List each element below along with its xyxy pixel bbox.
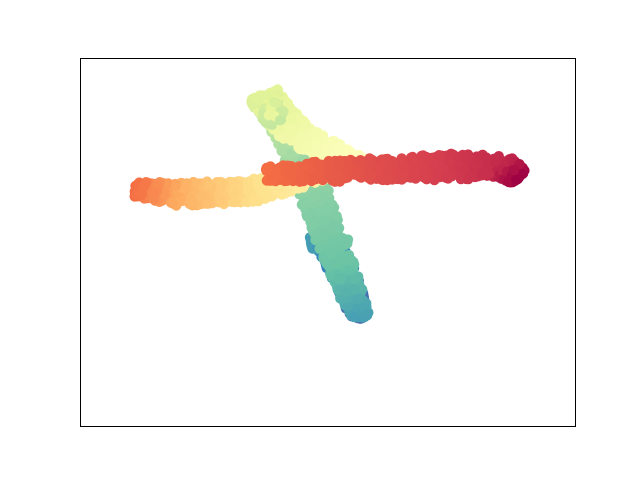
scatter-point <box>312 169 323 180</box>
scatter-point <box>259 187 270 199</box>
scatter-point <box>354 156 365 168</box>
scatter-point <box>310 127 322 138</box>
scatter-point <box>263 110 275 121</box>
scatter-point <box>365 169 377 181</box>
scatter-point <box>443 156 455 167</box>
scatter-point <box>330 258 341 269</box>
scatter-point <box>333 156 344 168</box>
scatter-point <box>243 179 254 191</box>
scatter-point <box>276 145 287 157</box>
scatter-point <box>262 90 274 101</box>
scatter-point <box>333 142 344 153</box>
scatter-point <box>278 106 289 117</box>
scatter-point <box>249 195 260 206</box>
scatter-point <box>360 309 372 320</box>
scatter-point <box>376 154 387 165</box>
scatter-point <box>364 153 375 164</box>
scatter-point <box>261 165 272 177</box>
scatter-point <box>466 170 477 182</box>
scatter-point <box>410 173 421 184</box>
scatter-point <box>302 130 314 141</box>
scatter-point <box>478 166 489 177</box>
scatter-point <box>294 113 306 125</box>
scatter-point <box>382 164 394 176</box>
scatter-point <box>311 142 323 154</box>
scatter-point <box>202 198 213 209</box>
scatter-point <box>341 286 352 297</box>
scatter-point <box>296 172 307 183</box>
scatter-point <box>286 170 297 181</box>
scatter-point <box>297 161 309 173</box>
scatter-point <box>249 92 260 104</box>
scatter-point <box>195 191 206 202</box>
scatter-point <box>321 202 332 213</box>
scatter-point <box>458 164 470 175</box>
scatter-point <box>349 284 360 295</box>
scatter-point <box>441 171 452 182</box>
scatter-point <box>323 155 334 167</box>
scatter-point <box>455 173 467 185</box>
scatter-point <box>349 274 361 285</box>
scatter-point <box>293 142 304 153</box>
scatter-point <box>187 197 198 208</box>
scatter-point <box>300 121 311 133</box>
scatter-point <box>342 301 354 312</box>
scatter-point <box>331 211 342 222</box>
scatter-point <box>318 230 330 241</box>
scatter-point <box>215 194 226 205</box>
scatter-point <box>285 113 297 125</box>
scatter-point <box>252 179 263 190</box>
scatter-points <box>129 84 530 324</box>
scatter-point <box>204 180 215 191</box>
scatter-point <box>170 180 182 191</box>
scatter-point <box>283 123 294 134</box>
scatter-point <box>353 293 364 304</box>
scatter-point <box>489 157 501 169</box>
scatter-point <box>180 183 191 194</box>
scatter-point <box>318 216 329 227</box>
scatter-point <box>481 152 492 163</box>
scatter-point <box>217 177 228 189</box>
scatter-point <box>274 115 286 126</box>
scatter-point <box>314 243 325 254</box>
scatter-point <box>315 159 326 170</box>
scatter-point <box>269 96 280 108</box>
plot-area-frame <box>80 58 576 427</box>
scatter-point <box>139 180 150 191</box>
scatter-point <box>300 196 312 208</box>
scatter-point <box>324 169 335 180</box>
scatter-point <box>382 174 393 186</box>
scatter-point <box>508 164 520 176</box>
scatter-point <box>333 272 344 284</box>
scatter-point <box>228 188 239 199</box>
scatter-point <box>148 194 160 205</box>
scatter-point <box>342 238 353 249</box>
scatter-point <box>416 150 427 162</box>
scatter-point <box>348 311 360 323</box>
scatter-point <box>308 190 320 202</box>
scatter-point <box>318 191 329 202</box>
scatter-point <box>408 157 419 168</box>
scatter-point <box>279 132 290 143</box>
scatter-point <box>301 141 313 152</box>
scatter-point <box>399 163 411 174</box>
scatter-point <box>286 161 298 172</box>
scatter-point <box>428 161 439 172</box>
scatter-point <box>282 98 294 109</box>
scatter-point <box>329 176 341 187</box>
scatter-point <box>308 218 319 229</box>
scatter-point <box>467 161 479 172</box>
scatter-point <box>461 153 472 164</box>
scatter-point <box>328 220 339 231</box>
scatter-point <box>396 172 407 183</box>
scatter-point <box>318 253 329 264</box>
scatter-point <box>136 188 148 200</box>
